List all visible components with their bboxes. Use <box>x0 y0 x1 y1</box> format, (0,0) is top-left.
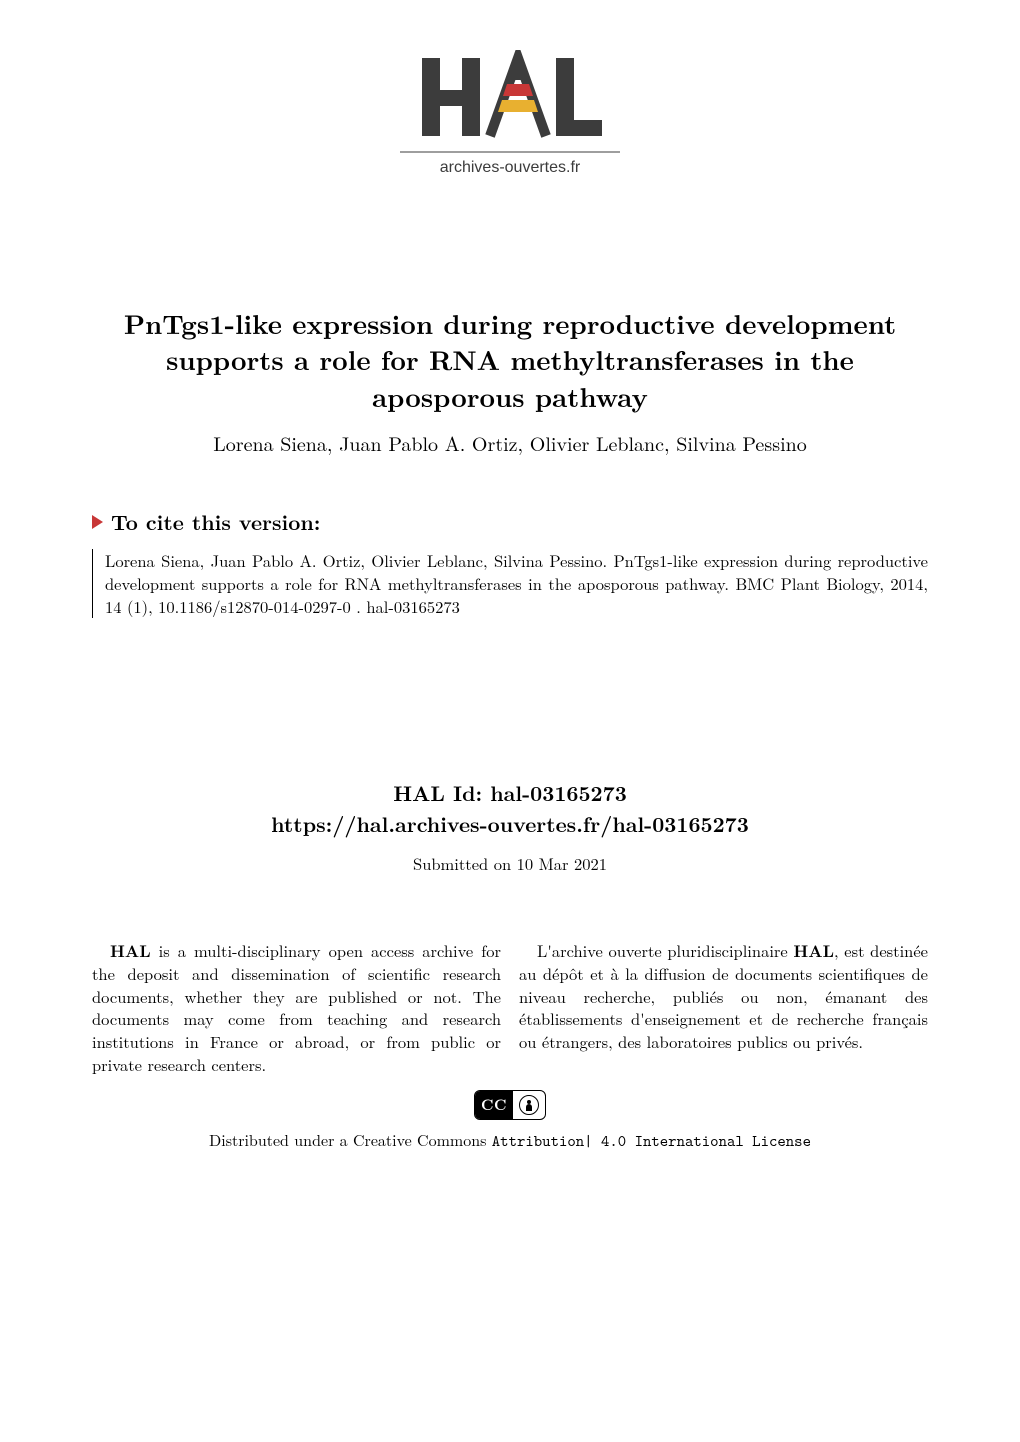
description-columns: HAL is a multi-disciplinary open access … <box>92 939 928 1076</box>
right-pre: L'archive ouverte pluridisciplinaire <box>537 938 793 962</box>
cc-label: CC <box>475 1091 513 1119</box>
left-lead-rest: is a multi-disciplinary open access arch… <box>92 938 501 1076</box>
hal-id-label: HAL Id: <box>393 778 490 808</box>
cite-hal-ref: hal-03165273 <box>366 594 460 618</box>
cite-heading: To cite this version: <box>92 507 928 537</box>
cite-sep: . <box>356 594 366 618</box>
submitted-date: Submitted on 10 Mar 2021 <box>92 851 928 875</box>
paper-authors: Lorena Siena, Juan Pablo A. Ortiz, Olivi… <box>92 428 928 457</box>
hal-id-value: hal-03165273 <box>490 778 627 808</box>
cc-badge[interactable]: CC <box>474 1090 546 1120</box>
right-column: L'archive ouverte pluridisciplinaire HAL… <box>519 939 928 1076</box>
hal-logo-svg: archives-ouvertes.fr <box>400 50 620 180</box>
right-bold: HAL <box>793 938 834 962</box>
cite-heading-text: To cite this version: <box>111 507 320 537</box>
cite-body: Lorena Siena, Juan Pablo A. Ortiz, Olivi… <box>92 549 928 617</box>
left-lead-bold: HAL <box>110 938 151 962</box>
hal-id-block: HAL Id: hal-03165273 https://hal.archive… <box>92 778 928 840</box>
logo-subtext: archives-ouvertes.fr <box>440 159 581 176</box>
hal-url[interactable]: https://hal.archives-ouvertes.fr/hal-031… <box>92 809 928 839</box>
license-line: Distributed under a Creative Commons Att… <box>92 1128 928 1152</box>
left-column: HAL is a multi-disciplinary open access … <box>92 939 501 1076</box>
license-link[interactable]: Attribution| 4.0 International License <box>492 1131 811 1152</box>
paper-title: PnTgs1-like expression during reproducti… <box>92 305 928 414</box>
hal-logo: archives-ouvertes.fr <box>92 50 928 185</box>
triangle-marker-icon <box>92 515 103 529</box>
cc-badge-wrap: CC <box>92 1090 928 1120</box>
cite-doi: 10.1186/s12870-014-0297-0 <box>158 594 351 618</box>
cc-by-icon <box>513 1095 545 1115</box>
cite-section: To cite this version: Lorena Siena, Juan… <box>92 507 928 617</box>
license-prefix: Distributed under a Creative Commons <box>209 1128 492 1151</box>
